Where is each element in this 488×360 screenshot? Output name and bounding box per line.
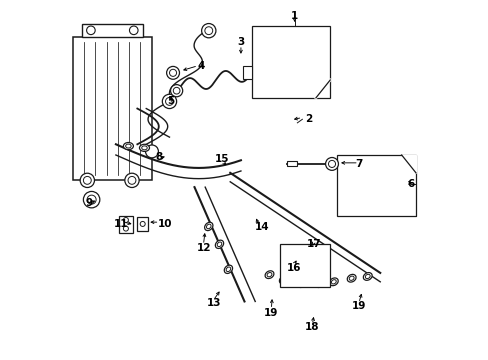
Text: 7: 7 <box>354 159 362 169</box>
Circle shape <box>128 176 136 184</box>
Circle shape <box>129 26 138 35</box>
Circle shape <box>328 161 335 167</box>
Text: 11: 11 <box>114 219 128 229</box>
Text: 10: 10 <box>158 219 172 229</box>
Text: 18: 18 <box>305 322 319 332</box>
Ellipse shape <box>314 280 323 288</box>
Bar <box>82 23 142 37</box>
Ellipse shape <box>264 271 273 279</box>
Circle shape <box>124 173 139 188</box>
Text: 4: 4 <box>198 61 205 71</box>
Text: 13: 13 <box>206 298 221 308</box>
Text: 14: 14 <box>254 222 268 232</box>
Bar <box>337 155 415 216</box>
Ellipse shape <box>206 224 211 229</box>
Circle shape <box>165 98 173 105</box>
Circle shape <box>86 26 95 35</box>
Circle shape <box>169 69 176 76</box>
FancyBboxPatch shape <box>137 217 148 231</box>
Bar <box>287 161 297 166</box>
Polygon shape <box>401 155 415 173</box>
Circle shape <box>123 226 128 231</box>
Bar <box>251 26 329 98</box>
Ellipse shape <box>363 273 371 280</box>
Ellipse shape <box>142 146 147 150</box>
Circle shape <box>166 66 179 79</box>
Circle shape <box>83 176 91 184</box>
Ellipse shape <box>125 144 131 148</box>
Circle shape <box>83 192 100 208</box>
Ellipse shape <box>123 143 133 150</box>
Text: 15: 15 <box>215 154 229 163</box>
Ellipse shape <box>329 278 338 286</box>
Ellipse shape <box>215 240 223 248</box>
Bar <box>242 66 251 79</box>
Text: 2: 2 <box>305 114 312 124</box>
Text: 16: 16 <box>286 262 301 273</box>
Text: 19: 19 <box>264 308 278 318</box>
Circle shape <box>145 145 158 158</box>
Ellipse shape <box>348 276 353 280</box>
Circle shape <box>140 221 145 226</box>
Circle shape <box>173 87 180 94</box>
Ellipse shape <box>365 274 369 279</box>
Circle shape <box>87 195 96 204</box>
Ellipse shape <box>139 144 149 152</box>
Ellipse shape <box>316 282 321 286</box>
Circle shape <box>162 94 176 109</box>
Text: 6: 6 <box>406 179 413 189</box>
Ellipse shape <box>281 278 285 282</box>
Text: 1: 1 <box>290 11 298 21</box>
Ellipse shape <box>225 267 230 271</box>
Circle shape <box>170 85 183 97</box>
Bar <box>73 37 151 180</box>
Text: 3: 3 <box>237 37 244 48</box>
Circle shape <box>204 27 212 35</box>
Circle shape <box>201 23 216 38</box>
Ellipse shape <box>299 282 304 286</box>
Text: 8: 8 <box>155 152 162 162</box>
Circle shape <box>325 157 338 170</box>
Text: 17: 17 <box>306 239 321 249</box>
Circle shape <box>123 217 128 222</box>
Ellipse shape <box>279 276 287 284</box>
Text: 9: 9 <box>85 198 93 208</box>
Bar <box>280 244 329 287</box>
Ellipse shape <box>266 273 271 277</box>
Text: 5: 5 <box>167 96 175 107</box>
Ellipse shape <box>346 274 355 282</box>
Ellipse shape <box>331 280 336 284</box>
Text: 19: 19 <box>351 301 365 311</box>
Ellipse shape <box>297 280 305 288</box>
Ellipse shape <box>204 222 212 231</box>
FancyBboxPatch shape <box>119 216 133 233</box>
Text: 12: 12 <box>197 243 211 253</box>
Circle shape <box>80 173 94 188</box>
Ellipse shape <box>217 242 222 247</box>
Ellipse shape <box>224 265 232 274</box>
